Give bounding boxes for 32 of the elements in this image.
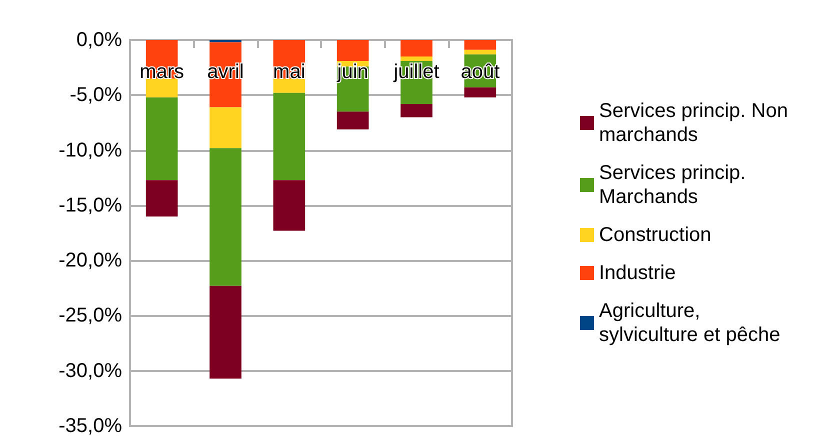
bar bbox=[273, 180, 306, 231]
bar bbox=[336, 112, 369, 130]
y-tick-label: -35,0% bbox=[58, 415, 122, 437]
y-tick-label: -10,0% bbox=[58, 139, 122, 162]
legend-label: Agriculture, sylviculture et pêche bbox=[599, 300, 780, 346]
bar bbox=[210, 286, 242, 379]
y-tick-label: -30,0% bbox=[58, 360, 122, 382]
bar bbox=[336, 40, 369, 61]
y-tick-label: -25,0% bbox=[58, 304, 122, 327]
legend-label: Services princip. Marchands bbox=[599, 162, 752, 208]
bar bbox=[400, 56, 432, 61]
bar bbox=[273, 92, 306, 180]
legend-label: Construction bbox=[599, 224, 712, 246]
bar bbox=[210, 107, 242, 148]
bar bbox=[400, 40, 432, 57]
legend-label: Industrie bbox=[599, 262, 676, 284]
y-tick-label: 0,0% bbox=[76, 29, 122, 51]
x-tick-label: juin bbox=[336, 61, 368, 83]
bar bbox=[464, 50, 496, 54]
y-tick-label: -20,0% bbox=[58, 250, 122, 272]
bar bbox=[464, 40, 496, 50]
y-tick-label: -15,0% bbox=[58, 194, 122, 216]
bar bbox=[464, 87, 496, 98]
bar bbox=[146, 180, 178, 216]
bar bbox=[146, 78, 178, 98]
bar bbox=[273, 78, 306, 93]
x-tick-label: mai bbox=[273, 61, 306, 83]
y-tick-label: -5,0% bbox=[70, 84, 122, 106]
legend-label: Services princip. Non marchands bbox=[599, 100, 794, 146]
bar bbox=[146, 97, 178, 180]
bar bbox=[400, 104, 432, 118]
bar bbox=[210, 148, 242, 286]
